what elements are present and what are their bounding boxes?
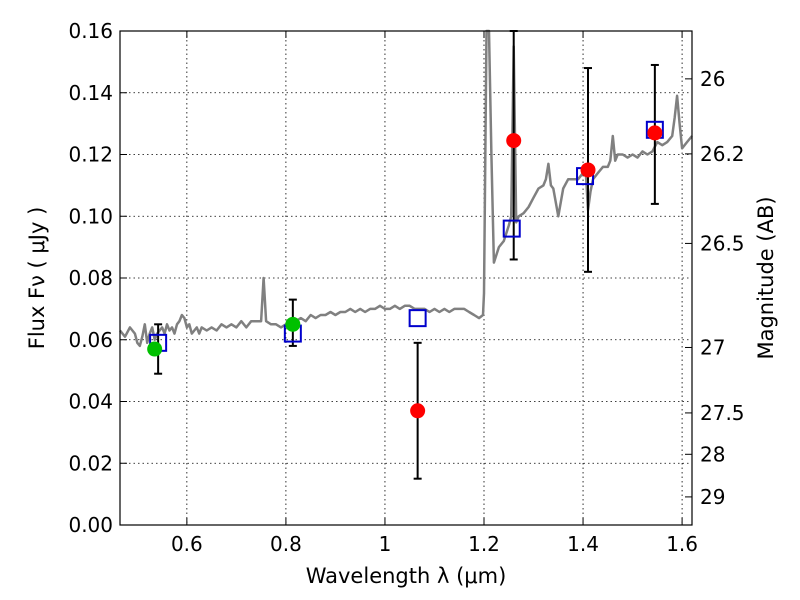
- observed-point: [580, 162, 596, 178]
- right-tick-label: 26: [700, 67, 725, 91]
- observed-point: [506, 133, 522, 149]
- observed-point: [147, 341, 163, 357]
- y-tick-label: 0.16: [68, 19, 113, 43]
- y-tick-label: 0.00: [68, 513, 113, 537]
- model-square-marker: [408, 309, 427, 328]
- observed-point: [285, 316, 301, 332]
- model-square-marker: [502, 219, 521, 238]
- grid-layer: [120, 30, 692, 526]
- right-tick-label: 26.2: [700, 142, 745, 166]
- right-tick-label: 27: [700, 335, 725, 359]
- x-axis-label: Wavelength λ (μm): [306, 564, 507, 588]
- observed-point: [410, 403, 426, 419]
- right-tick-label: 29: [700, 485, 725, 509]
- y-tick-label: 0.12: [68, 143, 113, 167]
- x-tick-label: 1: [379, 532, 392, 556]
- y-tick-label: 0.06: [68, 328, 113, 352]
- y-tick-label: 0.10: [68, 204, 113, 228]
- series-layer: [119, 29, 693, 480]
- right-tick-label: 26.5: [700, 231, 745, 255]
- x-tick-label: 0.8: [270, 532, 302, 556]
- y-axis-label: Flux Fν ( μJy ): [25, 207, 49, 350]
- x-tick-label: 1.6: [666, 532, 698, 556]
- right-axis-label: Magnitude (AB): [754, 196, 778, 359]
- spectrum-line: [119, 29, 693, 348]
- x-tick-label: 1.2: [468, 532, 500, 556]
- y-tick-label: 0.08: [68, 266, 113, 290]
- x-tick-label: 1.4: [567, 532, 599, 556]
- y-tick-label: 0.04: [68, 390, 113, 414]
- y-tick-label: 0.14: [68, 81, 113, 105]
- right-tick-label: 27.5: [700, 401, 745, 425]
- observed-point: [647, 125, 663, 141]
- tick-layer: 0.6 0.8 1 1.2 1.4 1.6 0.00 0.02 0.04 0.06 0.08 0.10…: [68, 19, 744, 556]
- y-tick-label: 0.02: [68, 451, 113, 475]
- x-tick-label: 0.6: [171, 532, 203, 556]
- right-tick-label: 28: [700, 442, 725, 466]
